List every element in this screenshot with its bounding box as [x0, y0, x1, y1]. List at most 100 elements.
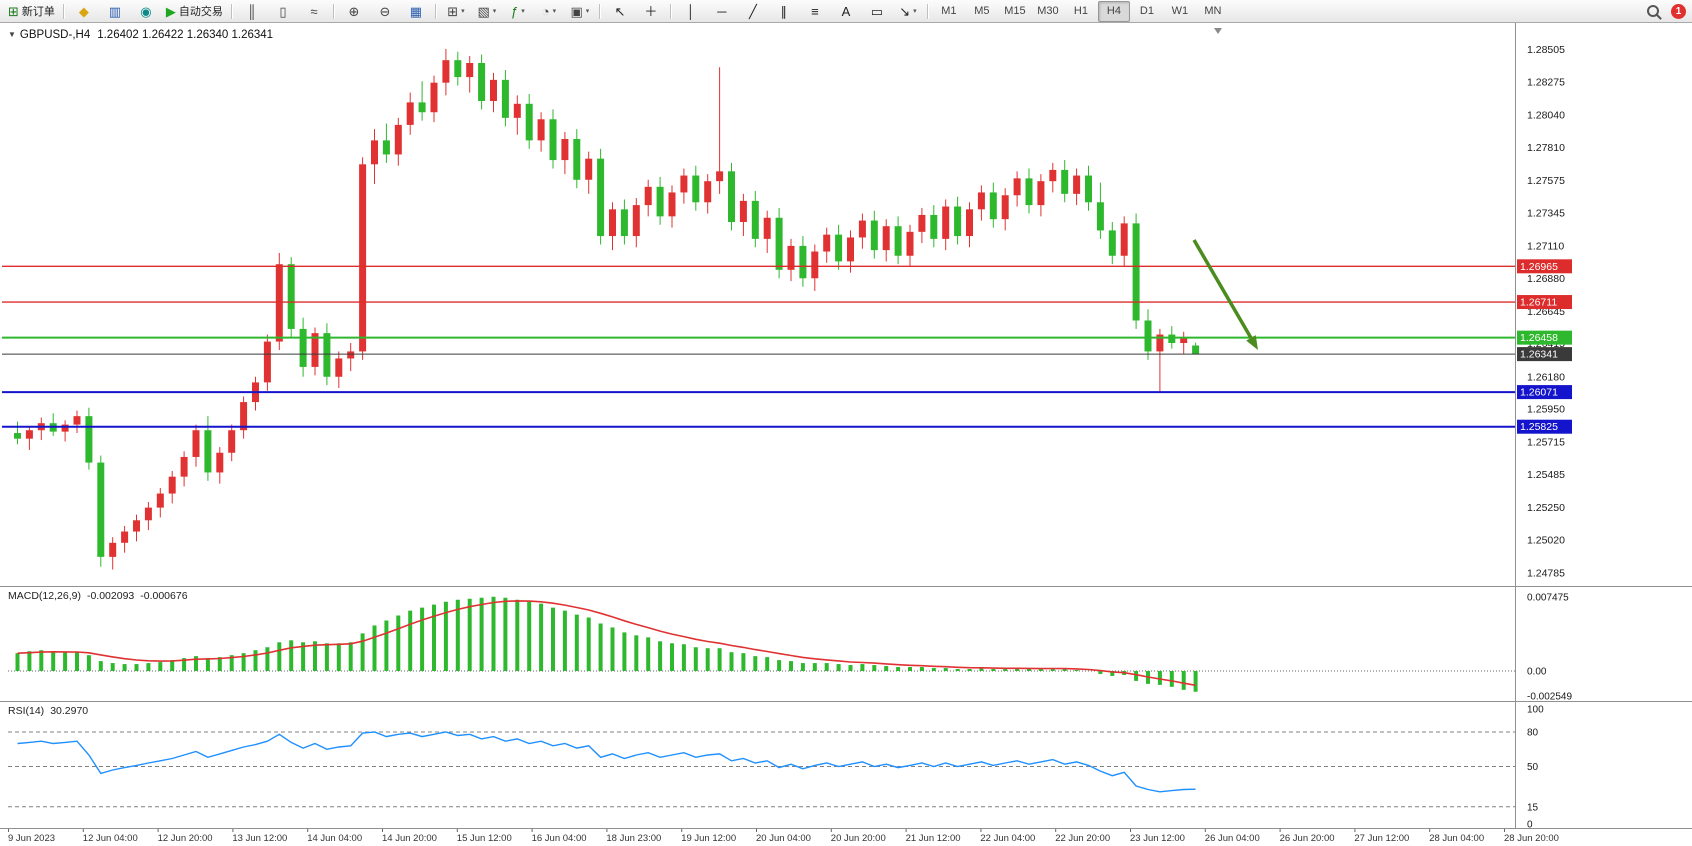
candle	[144, 507, 152, 521]
candle	[787, 245, 795, 270]
cursor-button[interactable]: ↖	[605, 1, 635, 22]
candle	[1144, 320, 1152, 352]
candle	[823, 234, 831, 252]
equidistant-channel-button[interactable]: ∥	[769, 1, 799, 22]
candle	[513, 103, 521, 118]
chart-shift-marker[interactable]	[1214, 28, 1222, 34]
indicators-glyph: ƒ	[511, 3, 519, 19]
dropdown-caret-icon: ▾	[552, 8, 557, 15]
toolbar-separator	[669, 3, 672, 19]
text-glyph: A	[841, 3, 851, 19]
price-axis[interactable]: 1.28505 1.28275 1.28040 1.27810 1.27575 1.273…	[1517, 44, 1572, 580]
candle	[668, 192, 676, 217]
svg-text:1.26341: 1.26341	[1520, 349, 1558, 361]
candle	[478, 62, 486, 101]
timeframe-D1-button[interactable]: D1	[1139, 5, 1154, 17]
price-tick-label: 1.27575	[1527, 175, 1565, 187]
market-watch-icon[interactable]: ▥	[100, 1, 130, 22]
timeframe-M5-button[interactable]: M5	[974, 5, 990, 17]
candle	[442, 60, 450, 83]
metaeditor-icon[interactable]: ◆	[69, 1, 99, 22]
fibonacci-button[interactable]: ≡	[800, 1, 830, 22]
rsi-axis-label: 100	[1527, 705, 1544, 716]
tile-windows-button[interactable]: ▦	[401, 1, 431, 22]
arrow-annotation[interactable]	[1192, 239, 1258, 350]
time-tick-label: 18 Jun 23:00	[606, 833, 661, 844]
candle	[632, 205, 640, 237]
text-label-button[interactable]: ▭	[862, 1, 892, 22]
periods-button[interactable]: ◔ ▾	[534, 1, 564, 22]
candle	[692, 175, 700, 203]
toolbar-button-label: 自动交易	[178, 6, 223, 18]
zoom-in-button[interactable]: ⊕	[339, 1, 369, 22]
zoom-out-button[interactable]: ⊖	[370, 1, 400, 22]
candle	[882, 226, 890, 251]
candle	[930, 214, 938, 239]
bar-chart-button[interactable]: ║	[237, 1, 267, 22]
candle	[561, 138, 569, 161]
timeframe-M30-button[interactable]: M30	[1037, 5, 1059, 17]
timeframe-MN-button[interactable]: MN	[1204, 5, 1222, 17]
timeframe-M1-button[interactable]: M1	[941, 5, 957, 17]
notification-badge[interactable]: 1	[1671, 3, 1686, 19]
support-line-green-badge: 1.26458	[1517, 330, 1572, 345]
line-chart-button[interactable]: ≈	[299, 1, 329, 22]
arrows-button[interactable]: ↘ ▾	[893, 1, 923, 22]
rsi-axis-label: 50	[1527, 762, 1539, 773]
new-order-button[interactable]: ⊞ 新订单	[4, 1, 59, 22]
templates-button[interactable]: ▣ ▾	[565, 1, 595, 22]
timeframe-W1-button[interactable]: W1	[1171, 5, 1189, 17]
trendline-button[interactable]: ╱	[738, 1, 768, 22]
candle	[620, 209, 628, 237]
time-tick-label: 22 Jun 20:00	[1055, 833, 1110, 844]
time-tick-label: 14 Jun 04:00	[307, 833, 362, 844]
timeframe-M15-button[interactable]: M15	[1004, 5, 1026, 17]
text-button[interactable]: A	[831, 1, 861, 22]
dropdown-caret-icon: ▾	[492, 8, 497, 15]
candle	[763, 217, 771, 239]
metaeditor-icon-glyph: ◆	[78, 3, 89, 19]
dropdown-caret-icon: ▾	[521, 8, 525, 15]
candle	[311, 333, 319, 367]
svg-text:1.26071: 1.26071	[1520, 387, 1558, 399]
candlestick-chart-button[interactable]: ▯	[268, 1, 298, 22]
candle	[966, 209, 973, 237]
time-tick-label: 28 Jun 04:00	[1429, 833, 1484, 844]
candle	[454, 60, 462, 78]
crosshair-button[interactable]: ＋	[636, 1, 666, 22]
text-label-glyph: ▭	[870, 3, 884, 19]
time-tick-label: 26 Jun 20:00	[1280, 833, 1335, 844]
timeframe-H1-button[interactable]: H1	[1073, 5, 1088, 17]
time-axis[interactable]: 9 Jun 2023 12 Jun 04:00 12 Jun 20:00 13 Jun…	[8, 829, 1559, 844]
candle	[466, 62, 474, 78]
news-icon[interactable]: ◉	[131, 1, 161, 22]
resistance-line-2-badge: 1.26711	[1517, 295, 1572, 310]
time-tick-label: 22 Jun 04:00	[980, 833, 1035, 844]
candle	[97, 462, 105, 557]
candle	[263, 341, 271, 383]
vertical-line-button[interactable]: │	[676, 1, 706, 22]
profiles-button[interactable]: ▧ ▾	[472, 1, 502, 22]
candle	[1180, 337, 1188, 343]
candle	[1073, 175, 1081, 194]
toolbar-separator	[434, 3, 437, 19]
candle	[704, 181, 712, 203]
price-tick-label: 1.25715	[1527, 437, 1565, 449]
search-icon[interactable]	[1638, 1, 1668, 22]
tile-windows-glyph: ▦	[409, 3, 423, 19]
candle	[656, 186, 664, 217]
auto-trading-button[interactable]: ▶ 自动交易	[162, 1, 227, 22]
timeframe-H4-button[interactable]: H4	[1097, 0, 1130, 22]
candle	[25, 430, 33, 439]
cursor-glyph: ↖	[614, 3, 626, 19]
new-chart-button[interactable]: ⊞ ▾	[441, 1, 471, 22]
horizontal-line-button[interactable]: ─	[707, 1, 737, 22]
bar-chart-glyph: ║	[247, 3, 257, 19]
indicators-button[interactable]: ƒ ▾	[503, 1, 533, 22]
toolbar-separator	[926, 3, 929, 19]
candle	[73, 416, 81, 425]
level-lines[interactable]	[2, 265, 1515, 428]
time-tick-label: 15 Jun 12:00	[457, 833, 512, 844]
rsi-axis-label: 0	[1527, 820, 1533, 831]
